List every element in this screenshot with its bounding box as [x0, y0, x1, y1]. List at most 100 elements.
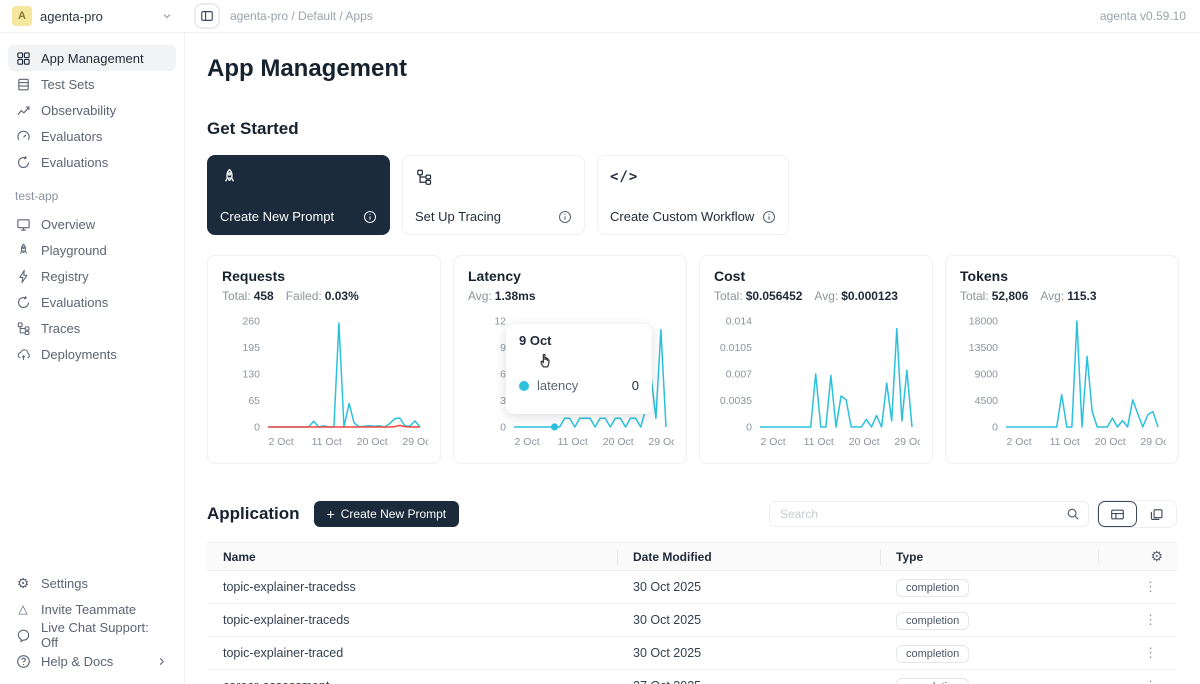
row-actions-cell: ⋮: [1098, 579, 1177, 595]
top-bar: A agenta-pro agenta-pro / Default / Apps…: [0, 0, 1200, 33]
sidebar-item-observability[interactable]: Observability: [8, 97, 176, 123]
tree-icon: [15, 320, 31, 336]
sidebar-item-test-sets[interactable]: Test Sets: [8, 71, 176, 97]
svg-text:195: 195: [242, 342, 260, 354]
card-view-button[interactable]: [1137, 501, 1176, 527]
cycle-icon: [15, 154, 31, 170]
sidebar: App Management Test Sets Observability Eval…: [0, 33, 185, 684]
app-name-cell: career-assessment: [207, 679, 617, 684]
sidebar-item-evaluations[interactable]: Evaluations: [8, 289, 176, 315]
type-badge: completion: [896, 579, 970, 597]
cost-card: Cost Total: $0.056452 Avg: $0.000123 0 0.00…: [699, 255, 933, 464]
get-started-heading: Get Started: [207, 119, 299, 138]
metric-title: Requests: [222, 268, 286, 284]
search-button[interactable]: [1058, 507, 1088, 521]
sidebar-item-label: Registry: [41, 268, 89, 284]
sidebar-group-label: test-app: [15, 189, 59, 203]
metric-title: Latency: [468, 268, 521, 284]
set-up-tracing-card[interactable]: Set Up Tracing: [402, 155, 585, 235]
cycle-icon: [15, 294, 31, 310]
workspace-name: agenta-pro: [40, 8, 103, 24]
date-modified-cell: 30 Oct 2025: [633, 580, 702, 594]
svg-text:4500: 4500: [975, 395, 999, 407]
sidebar-item-label: Live Chat Support: Off: [41, 620, 149, 650]
app-name-cell: topic-explainer-traced: [223, 646, 344, 660]
tooltip-series-row: latency 0: [519, 378, 639, 393]
type-cell: completion: [880, 612, 1098, 630]
sidebar-item-deployments[interactable]: Deployments: [8, 341, 176, 367]
row-menu-button[interactable]: ⋮: [1140, 678, 1161, 684]
app-version: agenta v0.59.10: [1099, 9, 1186, 23]
type-badge: completion: [896, 645, 970, 663]
panel-toggle-icon: [200, 9, 214, 23]
row-menu-button[interactable]: ⋮: [1140, 645, 1161, 661]
svg-text:20 Oct: 20 Oct: [603, 436, 634, 448]
workspace-selector[interactable]: A agenta-pro: [0, 0, 185, 32]
table-view-button[interactable]: [1098, 501, 1137, 527]
sidebar-item-traces[interactable]: Traces: [8, 315, 176, 341]
column-header-date-modified[interactable]: Date Modified: [617, 543, 880, 570]
sidebar-item-label: Invite Teammate: [41, 601, 137, 617]
sidebar-item-label: Help & Docs: [41, 653, 114, 669]
requests-card: Requests Total: 458 Failed: 0.03% 0 65 130 19…: [207, 255, 441, 464]
sidebar-item-app-management[interactable]: App Management: [8, 45, 176, 71]
metric-title: Cost: [714, 268, 746, 284]
create-custom-workflow-card[interactable]: </> Create Custom Workflow: [597, 155, 789, 235]
type-badge: completion: [896, 612, 970, 630]
create-new-prompt-card[interactable]: Create New Prompt: [207, 155, 390, 235]
sidebar-item-overview[interactable]: Overview: [8, 211, 176, 237]
svg-text:11 Oct: 11 Oct: [312, 436, 342, 448]
column-header-name[interactable]: Name: [223, 549, 256, 564]
table-settings-button[interactable]: ⚙: [1150, 548, 1163, 565]
date-modified-cell: 30 Oct 2025: [633, 613, 702, 627]
table-row[interactable]: topic-explainer-traced 30 Oct 2025 complet…: [207, 637, 1177, 670]
sidebar-item-help-docs[interactable]: Help & Docs: [8, 648, 176, 674]
sidebar-item-evaluators[interactable]: Evaluators: [8, 123, 176, 149]
info-icon[interactable]: [558, 210, 572, 224]
sidebar-item-label: Playground: [41, 242, 107, 258]
sidebar-item-evaluations[interactable]: Evaluations: [8, 149, 176, 175]
sidebar-item-playground[interactable]: Playground: [8, 237, 176, 263]
row-menu-button[interactable]: ⋮: [1140, 579, 1161, 595]
applications-table: Name Date Modified Type ⚙ topic-explaine…: [207, 542, 1177, 684]
series-dot: [519, 380, 529, 391]
sidebar-item-invite-teammate[interactable]: △ Invite Teammate: [8, 596, 176, 622]
workspace-avatar: A: [12, 6, 32, 26]
type-cell: completion: [880, 678, 1098, 684]
latency-card: Latency Avg: 1.38ms 0 3 6 9 12 2 Oct 11 Oct 20 O…: [453, 255, 687, 464]
info-icon[interactable]: [762, 210, 776, 224]
test-sets-icon: [15, 76, 31, 92]
svg-text:0: 0: [746, 422, 752, 434]
svg-text:0: 0: [992, 422, 998, 434]
rocket-icon: [15, 242, 31, 258]
cursor-pointer-icon: [536, 350, 555, 369]
monitor-icon: [15, 216, 31, 232]
tooltip-date: 9 Oct: [519, 333, 552, 348]
sidebar-item-label: Settings: [41, 575, 88, 591]
sidebar-item-registry[interactable]: Registry: [8, 263, 176, 289]
get-started-cards: Create New Prompt Set Up Tracing: [207, 155, 1177, 235]
cloud-icon: [15, 346, 31, 362]
get-started-card-label: Create Custom Workflow: [610, 209, 755, 224]
table-view-icon: [1110, 507, 1125, 522]
sidebar-item-label: Evaluators: [41, 128, 103, 144]
svg-text:9: 9: [500, 342, 506, 354]
info-icon[interactable]: [363, 210, 377, 224]
row-menu-button[interactable]: ⋮: [1140, 612, 1161, 628]
create-new-prompt-button[interactable]: + Create New Prompt: [313, 501, 460, 527]
svg-text:29 Oct: 29 Oct: [894, 436, 920, 448]
column-header-type[interactable]: Type: [880, 543, 1098, 570]
table-row[interactable]: topic-explainer-tracedss 30 Oct 2025 compl…: [207, 571, 1177, 604]
type-cell: completion: [880, 645, 1098, 663]
svg-text:20 Oct: 20 Oct: [849, 436, 880, 448]
breadcrumb[interactable]: agenta-pro / Default / Apps: [230, 9, 373, 23]
search-input[interactable]: [770, 507, 1058, 521]
svg-text:9000: 9000: [975, 369, 999, 381]
sidebar-item-settings[interactable]: ⚙ Settings: [8, 570, 176, 596]
table-row[interactable]: topic-explainer-traceds 30 Oct 2025 comple…: [207, 604, 1177, 637]
table-row[interactable]: career-assessment27 Oct 2025 completion ⋮: [207, 670, 1177, 684]
sidebar-toggle-button[interactable]: [194, 3, 220, 29]
sidebar-item-live-chat-support-off[interactable]: Live Chat Support: Off: [8, 620, 176, 650]
svg-text:0.0035: 0.0035: [720, 395, 752, 407]
chevron-right-icon: [153, 653, 169, 669]
